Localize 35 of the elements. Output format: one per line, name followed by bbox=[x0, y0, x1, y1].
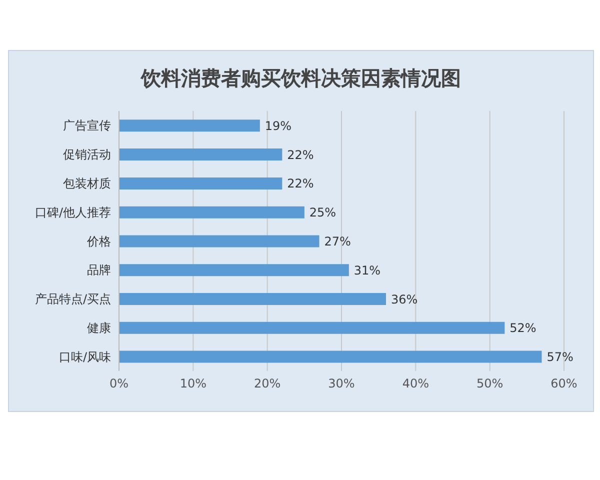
bar bbox=[119, 120, 260, 132]
data-label: 22% bbox=[287, 148, 314, 162]
bar bbox=[119, 148, 282, 161]
x-tick-label: 20% bbox=[254, 376, 281, 391]
y-tick-label: 口味/风味 bbox=[58, 350, 111, 364]
bar bbox=[119, 235, 320, 248]
bar bbox=[119, 293, 386, 305]
data-label: 22% bbox=[287, 176, 314, 191]
x-tick-label: 40% bbox=[402, 376, 430, 391]
bar bbox=[119, 322, 505, 334]
data-label: 25% bbox=[309, 206, 336, 220]
y-tick-label: 口碑/他人推荐 bbox=[34, 205, 111, 220]
y-tick-label: 品牌 bbox=[87, 263, 111, 278]
x-tick-label: 60% bbox=[550, 376, 578, 391]
data-label: 27% bbox=[324, 234, 351, 248]
y-tick-label: 价格 bbox=[86, 234, 111, 248]
x-tick-label: 10% bbox=[180, 376, 207, 391]
y-tick-label: 健康 bbox=[87, 320, 111, 335]
data-label: 57% bbox=[546, 350, 574, 364]
data-label: 36% bbox=[391, 292, 418, 306]
x-tick-label: 50% bbox=[476, 376, 504, 391]
x-tick-label: 30% bbox=[328, 376, 355, 391]
y-tick-label: 广告宣传 bbox=[63, 118, 111, 133]
x-tick-label: 0% bbox=[109, 376, 129, 391]
bar bbox=[119, 350, 542, 363]
y-tick-label: 促销活动 bbox=[63, 148, 111, 162]
bar bbox=[119, 264, 349, 276]
data-label: 31% bbox=[354, 263, 381, 278]
bar bbox=[119, 177, 282, 190]
chart-title: 饮料消费者购买饮料决策因素情况图 bbox=[139, 65, 462, 92]
y-tick-label: 产品特点/买点 bbox=[34, 292, 111, 306]
bar bbox=[119, 206, 304, 218]
data-label: 52% bbox=[510, 321, 536, 336]
y-tick-label: 包装材质 bbox=[63, 176, 111, 190]
data-label: 19% bbox=[264, 118, 292, 133]
